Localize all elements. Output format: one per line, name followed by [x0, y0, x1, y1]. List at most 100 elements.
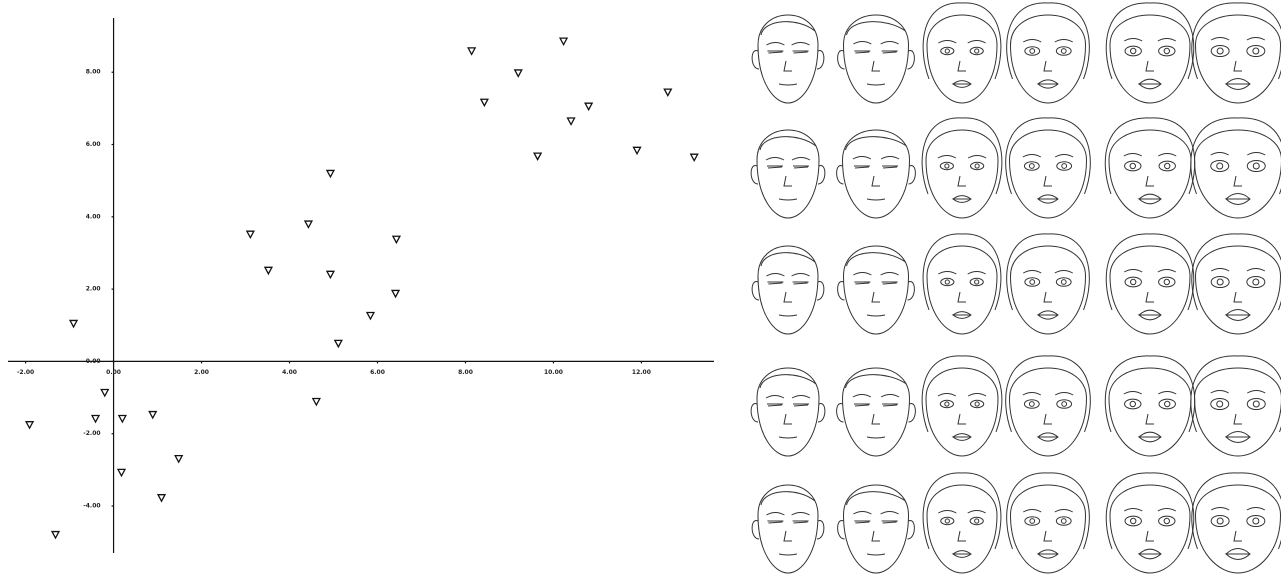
eye: [1211, 516, 1229, 527]
brow: [938, 272, 956, 275]
eye: [1211, 161, 1229, 172]
eye: [1159, 399, 1175, 409]
face-outline: [1011, 485, 1086, 573]
brow: [1023, 40, 1041, 43]
brow: [766, 513, 784, 516]
brow: [881, 273, 899, 276]
face-outline: [757, 130, 819, 218]
eye: [794, 283, 808, 284]
brow: [1247, 38, 1265, 41]
brow: [968, 41, 986, 44]
eye: [1247, 46, 1265, 57]
brow: [938, 156, 956, 159]
pupil: [945, 49, 949, 53]
hair: [923, 473, 1001, 549]
eye: [1125, 516, 1141, 526]
nose: [872, 414, 880, 424]
y-tick-label: 6.00: [86, 141, 101, 148]
face: [838, 485, 915, 573]
eye: [1159, 277, 1175, 287]
face: [837, 368, 916, 456]
mouth: [867, 437, 885, 438]
point: [515, 70, 522, 77]
face-outline: [758, 15, 818, 103]
face: [1191, 118, 1281, 218]
face: [1006, 356, 1091, 456]
eye: [794, 167, 808, 168]
mouth: [953, 434, 971, 441]
pupil: [1030, 49, 1035, 54]
brow: [968, 156, 986, 159]
mouth: [953, 196, 971, 203]
eye: [1125, 46, 1141, 56]
brow: [1124, 39, 1142, 42]
brow: [881, 42, 899, 45]
hair: [923, 234, 1001, 310]
face: [1105, 356, 1195, 456]
point: [175, 456, 182, 463]
eye: [883, 52, 897, 53]
hair: [922, 118, 1002, 194]
pupil: [1061, 49, 1066, 54]
eye: [1125, 277, 1141, 287]
brow: [1023, 271, 1041, 274]
brow: [938, 394, 956, 397]
brow: [792, 158, 810, 161]
nose: [784, 176, 792, 186]
x-tick-label: 4.00: [282, 369, 297, 376]
mouth: [779, 84, 797, 85]
nose: [872, 61, 880, 71]
brow: [938, 511, 956, 514]
pupil: [1131, 518, 1136, 523]
brow: [1055, 40, 1073, 43]
nose: [958, 292, 966, 302]
mouth: [1226, 549, 1250, 560]
hair: [1192, 3, 1281, 79]
face: [1106, 3, 1194, 103]
brow: [1023, 155, 1041, 158]
point: [634, 147, 641, 154]
brow: [1211, 508, 1229, 511]
hair: [1007, 234, 1090, 310]
brow: [968, 394, 986, 397]
mouth: [1226, 310, 1250, 321]
mouth: [867, 315, 885, 316]
face: [923, 473, 1001, 573]
eye: [768, 283, 782, 284]
point: [481, 99, 488, 106]
brow: [853, 395, 871, 398]
mouth: [779, 554, 797, 555]
brow: [792, 513, 810, 516]
nose: [1044, 176, 1052, 186]
face-grid: [735, 0, 1281, 583]
eye: [1159, 161, 1175, 171]
face: [922, 118, 1002, 218]
hair: [1192, 234, 1281, 310]
mouth: [779, 315, 797, 316]
eye: [1247, 399, 1265, 410]
face-outline: [1110, 246, 1190, 334]
pupil: [1253, 163, 1259, 169]
face: [1007, 473, 1090, 573]
brow: [968, 511, 986, 514]
brow: [1055, 155, 1073, 158]
mouth: [867, 199, 885, 200]
pupil: [1061, 519, 1066, 524]
nose: [958, 176, 966, 186]
nose: [1044, 531, 1052, 541]
hair: [847, 22, 906, 35]
hair: [1006, 356, 1091, 432]
face: [923, 234, 1001, 334]
eye: [1024, 162, 1039, 171]
nose: [1044, 292, 1052, 302]
brow: [792, 274, 810, 277]
eye: [1159, 516, 1175, 526]
eye: [855, 52, 869, 53]
face: [1106, 234, 1194, 334]
hair: [761, 492, 815, 505]
face-outline: [1109, 368, 1191, 456]
face: [751, 130, 825, 218]
point: [158, 495, 165, 502]
brow: [1247, 153, 1265, 156]
